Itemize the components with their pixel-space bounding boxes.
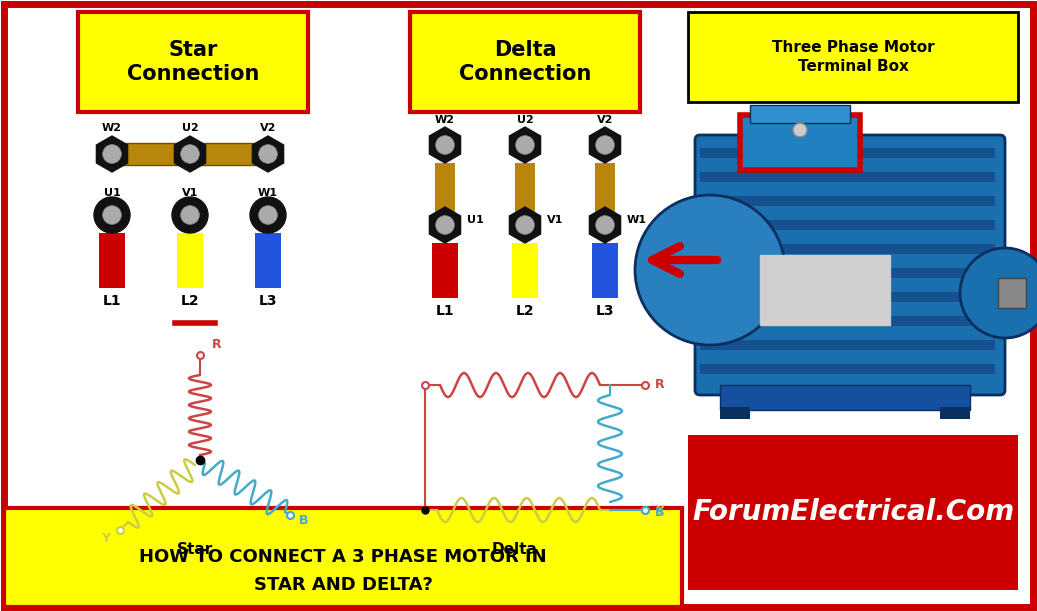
- Text: W2: W2: [435, 115, 455, 125]
- Circle shape: [595, 216, 614, 235]
- Circle shape: [595, 136, 614, 155]
- Bar: [700, 172, 994, 182]
- Circle shape: [960, 248, 1037, 338]
- FancyBboxPatch shape: [695, 135, 1005, 395]
- Polygon shape: [174, 136, 205, 172]
- Bar: [688, 12, 1018, 102]
- Polygon shape: [252, 136, 283, 172]
- Text: Three Phase Motor
Terminal Box: Three Phase Motor Terminal Box: [772, 40, 934, 74]
- Circle shape: [436, 216, 454, 235]
- Text: L3: L3: [595, 304, 614, 318]
- Text: STAR AND DELTA?: STAR AND DELTA?: [254, 576, 432, 594]
- Text: L3: L3: [259, 294, 277, 308]
- Bar: [99, 233, 125, 288]
- Circle shape: [793, 123, 807, 137]
- Bar: [515, 163, 535, 215]
- Bar: [4, 508, 682, 607]
- Circle shape: [635, 195, 785, 345]
- Bar: [78, 12, 308, 112]
- Bar: [720, 407, 750, 419]
- Text: Delta
Connection: Delta Connection: [458, 40, 591, 84]
- Bar: [700, 316, 994, 326]
- Circle shape: [515, 136, 534, 155]
- Polygon shape: [429, 127, 460, 163]
- Text: L2: L2: [180, 294, 199, 308]
- Polygon shape: [509, 127, 540, 163]
- Bar: [720, 385, 970, 410]
- Bar: [255, 233, 281, 288]
- Polygon shape: [509, 207, 540, 243]
- Bar: [435, 163, 455, 215]
- Text: ForumElectrical.Com: ForumElectrical.Com: [692, 498, 1014, 526]
- Text: Y: Y: [102, 532, 111, 544]
- Bar: [102, 143, 277, 165]
- Text: W1: W1: [627, 215, 647, 225]
- Bar: [750, 105, 850, 123]
- Bar: [998, 278, 1026, 308]
- Text: Star
Connection: Star Connection: [127, 40, 259, 84]
- Bar: [700, 292, 994, 302]
- Circle shape: [103, 206, 121, 224]
- Circle shape: [180, 145, 199, 163]
- Circle shape: [258, 145, 277, 163]
- Polygon shape: [96, 136, 128, 172]
- Circle shape: [258, 206, 277, 224]
- Text: L1: L1: [103, 294, 121, 308]
- Text: W1: W1: [258, 188, 278, 198]
- Text: R: R: [655, 378, 665, 392]
- Text: L2: L2: [515, 304, 534, 318]
- Bar: [410, 12, 640, 112]
- Circle shape: [180, 206, 199, 224]
- Polygon shape: [589, 207, 620, 243]
- Bar: [940, 407, 970, 419]
- Text: V1: V1: [181, 188, 198, 198]
- Bar: [512, 243, 538, 298]
- Bar: [177, 233, 203, 288]
- Bar: [592, 243, 618, 298]
- Circle shape: [103, 145, 121, 163]
- Bar: [688, 435, 1018, 590]
- Text: V2: V2: [597, 115, 613, 125]
- Text: Delta: Delta: [493, 543, 538, 557]
- Text: U2: U2: [181, 123, 198, 133]
- Text: W2: W2: [102, 123, 122, 133]
- Bar: [700, 220, 994, 230]
- Circle shape: [250, 197, 286, 233]
- Text: Star: Star: [177, 543, 214, 557]
- Bar: [700, 196, 994, 206]
- Circle shape: [436, 136, 454, 155]
- Bar: [700, 244, 994, 254]
- Circle shape: [94, 197, 130, 233]
- FancyArrowPatch shape: [652, 246, 718, 274]
- Bar: [700, 268, 994, 278]
- Text: U2: U2: [516, 115, 533, 125]
- Circle shape: [172, 197, 208, 233]
- Text: B: B: [655, 505, 665, 519]
- Bar: [595, 163, 615, 215]
- Polygon shape: [429, 207, 460, 243]
- Bar: [700, 340, 994, 350]
- Circle shape: [515, 216, 534, 235]
- Text: HOW TO CONNECT A 3 PHASE MOTOR IN: HOW TO CONNECT A 3 PHASE MOTOR IN: [139, 548, 546, 566]
- Text: U1: U1: [467, 215, 483, 225]
- Text: L1: L1: [436, 304, 454, 318]
- Text: R: R: [212, 338, 222, 351]
- Text: U1: U1: [104, 188, 120, 198]
- Text: V2: V2: [260, 123, 276, 133]
- Bar: [760, 255, 890, 325]
- Bar: [740, 115, 860, 170]
- Bar: [700, 364, 994, 374]
- Bar: [700, 148, 994, 158]
- Text: Y: Y: [655, 503, 664, 516]
- Polygon shape: [589, 127, 620, 163]
- Text: B: B: [300, 513, 309, 527]
- Bar: [432, 243, 458, 298]
- Text: V1: V1: [546, 215, 563, 225]
